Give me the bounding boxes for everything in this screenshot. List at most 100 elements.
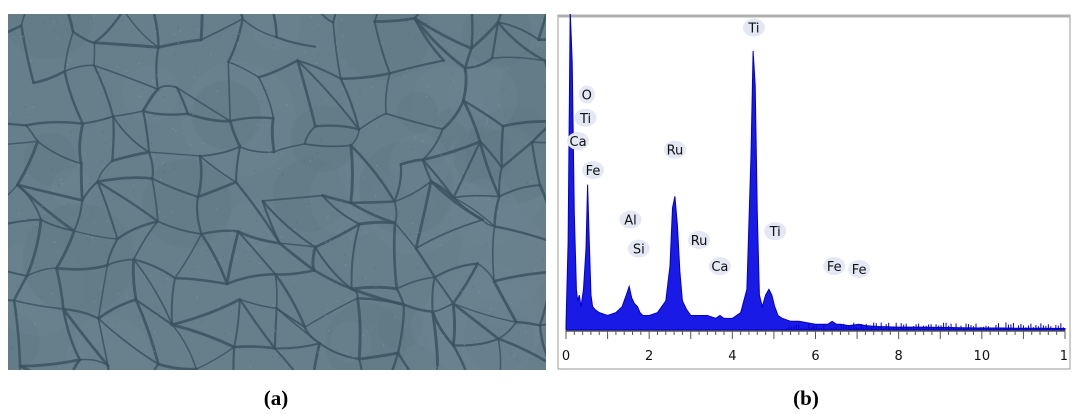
crack-line — [93, 14, 123, 44]
crack-line — [175, 86, 190, 115]
peak-label-bubble — [627, 239, 650, 258]
crack-line — [451, 302, 500, 341]
crack-line — [18, 365, 21, 370]
crack-line — [195, 346, 235, 370]
crack-line — [106, 258, 135, 267]
crack-line — [531, 141, 546, 144]
crack-line — [496, 21, 546, 63]
crack-line — [148, 151, 201, 157]
crack-line — [92, 41, 160, 49]
peak-label-bubble — [574, 108, 597, 127]
peak-annotation: Ti — [574, 108, 597, 127]
crack-line — [500, 140, 534, 169]
crack-line — [93, 64, 159, 91]
crack-line — [257, 76, 275, 120]
crack-line — [92, 64, 115, 118]
x-tick-label: 2 — [645, 349, 653, 364]
crack-line — [97, 264, 109, 320]
peak-label: Ti — [747, 22, 759, 37]
crack-line — [229, 116, 275, 123]
crack-line — [273, 347, 295, 370]
crack-line — [261, 199, 281, 245]
crack-line — [227, 17, 244, 64]
crack-line — [20, 24, 35, 85]
crack-line — [311, 245, 317, 272]
crack-line — [303, 143, 352, 148]
crack-line — [71, 358, 82, 370]
crack-line — [476, 262, 495, 283]
crack-line — [233, 298, 241, 349]
crack-line — [225, 272, 277, 286]
crack-line — [492, 279, 518, 324]
crack-line — [151, 177, 159, 223]
crack-line — [384, 72, 391, 115]
crack-line — [496, 337, 546, 363]
crack-line — [414, 247, 436, 279]
crack-line — [349, 143, 354, 205]
crack-line — [493, 195, 501, 228]
peak-label-bubble — [582, 161, 605, 180]
crack-line — [186, 112, 232, 123]
peak-label: Fe — [827, 260, 842, 275]
crack-line — [141, 109, 190, 116]
crack-line — [132, 258, 177, 280]
crack-line — [155, 46, 160, 91]
spectrum-series — [565, 14, 1066, 331]
crack-line — [63, 70, 85, 125]
crack-line — [413, 16, 473, 50]
crack-line — [78, 122, 85, 165]
x-tick-label: 4 — [728, 349, 736, 364]
crack-line — [358, 220, 397, 226]
crack-line — [373, 14, 379, 23]
crack-line — [452, 302, 517, 323]
crack-line — [239, 145, 275, 154]
crack-line — [174, 233, 203, 279]
crack-line — [147, 151, 154, 180]
crack-line — [73, 230, 118, 240]
peak-annotation: Ca — [567, 132, 590, 151]
crack-line — [62, 307, 100, 320]
crack-line — [156, 220, 203, 235]
peak-label: Ru — [667, 144, 684, 159]
crack-line — [16, 139, 40, 187]
crack-line — [393, 180, 432, 203]
crack-line — [321, 194, 353, 205]
peak-annotation: Ru — [688, 230, 711, 249]
crack-line — [134, 298, 160, 366]
cracked-surface-image — [8, 14, 546, 370]
crack-line — [199, 14, 204, 42]
peak-label: Ti — [579, 112, 591, 127]
crack-line — [261, 199, 317, 249]
crack-line — [395, 287, 405, 306]
crack-line — [463, 56, 494, 70]
crack-line — [357, 351, 400, 361]
crack-line — [12, 274, 29, 302]
crack-line — [237, 230, 277, 276]
peak-label-bubble — [764, 222, 787, 241]
crack-line — [538, 323, 546, 327]
crack-line — [274, 269, 316, 276]
crack-line — [96, 180, 159, 223]
crack-line — [257, 59, 299, 79]
crack-line — [171, 323, 198, 370]
crack-line — [452, 196, 496, 228]
crack-line — [349, 144, 396, 203]
crack-line — [273, 307, 278, 350]
crack-line — [275, 36, 317, 48]
crack-line — [227, 61, 260, 79]
crack-line — [392, 221, 399, 291]
crack-line — [478, 140, 501, 198]
peak-label-bubble — [742, 18, 765, 37]
crack-line — [238, 298, 276, 350]
crack-line — [414, 179, 433, 250]
peak-annotation: Ti — [764, 222, 787, 241]
crack-line — [373, 20, 391, 75]
crack-line — [236, 230, 282, 245]
crack-line — [296, 59, 360, 131]
crack-line — [421, 140, 482, 162]
crack-line — [332, 21, 342, 80]
crack-line — [12, 299, 22, 368]
crack-line — [132, 220, 159, 261]
crack-line — [112, 110, 144, 118]
crack-line — [195, 195, 203, 236]
